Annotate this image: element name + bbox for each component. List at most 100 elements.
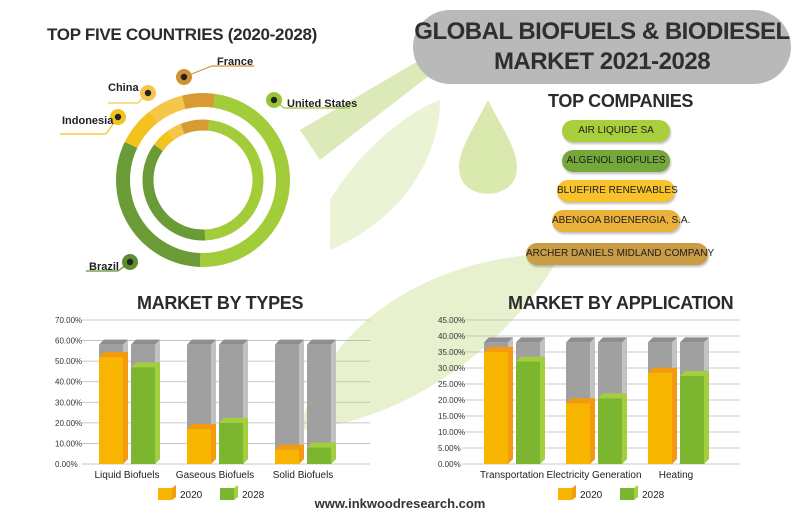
category-label: Heating	[659, 470, 693, 481]
legend-label: 2028	[642, 490, 665, 500]
bar-side	[211, 424, 216, 464]
title-banner: GLOBAL BIOFUELS & BIODIESEL MARKET 2021-…	[413, 10, 791, 84]
legend-swatch	[220, 488, 234, 500]
category-label: Electricity Generation	[546, 470, 641, 481]
leaf-shape	[300, 254, 560, 430]
y-tick-label: 10.00%	[438, 428, 465, 437]
bar-side	[590, 398, 595, 464]
bar-background-top	[598, 337, 627, 343]
y-tick-label: 20.00%	[438, 396, 465, 405]
company-pill: ARCHER DANIELS MIDLAND COMPANY	[526, 243, 714, 265]
legend-swatch	[158, 488, 172, 500]
bar-top	[598, 393, 627, 399]
donut-outer-segment	[116, 141, 201, 267]
title-line-1: GLOBAL BIOFUELS & BIODIESEL	[414, 18, 790, 45]
y-tick-label: 35.00%	[438, 348, 465, 357]
company-pill: AIR LIQUIDE SA	[562, 120, 670, 142]
bar-background-top	[484, 337, 513, 343]
bar-side	[622, 393, 627, 464]
bar-2028-1	[219, 422, 243, 464]
leaf-shape	[330, 100, 440, 250]
y-tick-label: 5.00%	[438, 444, 461, 453]
legend-swatch-side	[572, 485, 576, 500]
company-pill: ABENGOA BIOENERGIA, S.A.	[552, 210, 690, 232]
stem-shape	[300, 60, 430, 160]
country-label: Indonesia	[62, 115, 114, 127]
bar-background-top	[516, 337, 545, 343]
application-chart-title: MARKET BY APPLICATION	[508, 293, 734, 313]
bar-top	[219, 417, 248, 423]
legend-swatch	[620, 488, 634, 500]
country-marker-dot	[270, 96, 278, 104]
bar-background-top	[307, 339, 336, 345]
y-tick-label: 40.00%	[438, 332, 465, 341]
bar-side	[704, 371, 709, 464]
y-tick-label: 40.00%	[55, 378, 82, 387]
bar-side	[155, 362, 160, 464]
donut-inner-segment	[142, 144, 206, 241]
types-chart-title: MARKET BY TYPES	[137, 293, 304, 313]
donut-inner-segment	[154, 131, 175, 152]
bar-2020-0	[484, 352, 508, 464]
bar-background-top	[131, 339, 160, 345]
y-tick-label: 10.00%	[55, 439, 82, 448]
bar-side	[672, 367, 677, 464]
bar-top	[484, 347, 513, 352]
bar-background-top	[219, 339, 248, 345]
bar-background-top	[187, 339, 216, 345]
companies-title: TOP COMPANIES	[548, 91, 694, 111]
bar-2020-2	[275, 449, 299, 464]
donut-outer-segment	[124, 111, 159, 149]
types-bar-chart: 0.00% 10.00% 20.00% 30.00% 40.00% 50.00% 60.00…	[55, 316, 370, 500]
country-label: United States	[287, 98, 357, 110]
title-line-2: MARKET 2021-2028	[493, 48, 711, 75]
bar-background-side	[331, 339, 336, 464]
legend-swatch	[558, 488, 572, 500]
donut-inner-segment	[204, 119, 264, 241]
bar-2020-2	[648, 372, 672, 464]
country-label: Brazil	[89, 261, 119, 273]
bar-top	[307, 442, 336, 448]
country-marker-dot	[114, 113, 122, 121]
y-tick-label: 15.00%	[438, 412, 465, 421]
legend-label: 2020	[580, 490, 603, 500]
bar-side	[123, 352, 128, 464]
donut-inner-segment	[167, 123, 185, 141]
bar-side	[508, 347, 513, 464]
legend-label: 2028	[242, 490, 265, 500]
bar-side	[540, 356, 545, 464]
bar-background-top	[275, 339, 304, 345]
company-pill: BLUEFIRE RENEWABLES	[557, 180, 678, 202]
country-marker-dot	[144, 89, 152, 97]
bar-background-top	[99, 339, 128, 345]
legend-swatch-side	[234, 485, 238, 500]
bar-2028-2	[680, 376, 704, 464]
bar-top	[187, 424, 216, 430]
bar-2020-1	[187, 429, 211, 464]
category-label: Liquid Biofuels	[94, 470, 159, 481]
legend-label: 2020	[180, 490, 203, 500]
donut-outer-segment	[149, 95, 186, 123]
bar-background-top	[566, 337, 595, 343]
donut-inner-segment	[180, 119, 210, 135]
country-label: France	[217, 56, 253, 68]
bar-2020-0	[99, 357, 123, 464]
country-marker-dot	[180, 73, 188, 81]
bar-background	[275, 344, 299, 464]
bar-top	[566, 398, 595, 404]
bar-top	[680, 371, 709, 376]
bar-top	[516, 356, 545, 362]
country-label: China	[108, 82, 139, 94]
y-tick-label: 60.00%	[55, 337, 82, 346]
legend-swatch-side	[172, 485, 176, 500]
bar-side	[299, 444, 304, 464]
category-label: Transportation	[480, 470, 544, 481]
y-tick-label: 0.00%	[55, 460, 78, 469]
bar-background-side	[299, 339, 304, 464]
application-bar-chart: 0.00% 5.00% 10.00% 15.00% 20.00% 25.00% 30.00%…	[438, 316, 740, 500]
bar-2028-0	[516, 361, 540, 464]
bar-top	[131, 362, 160, 368]
legend-swatch-side	[634, 485, 638, 500]
